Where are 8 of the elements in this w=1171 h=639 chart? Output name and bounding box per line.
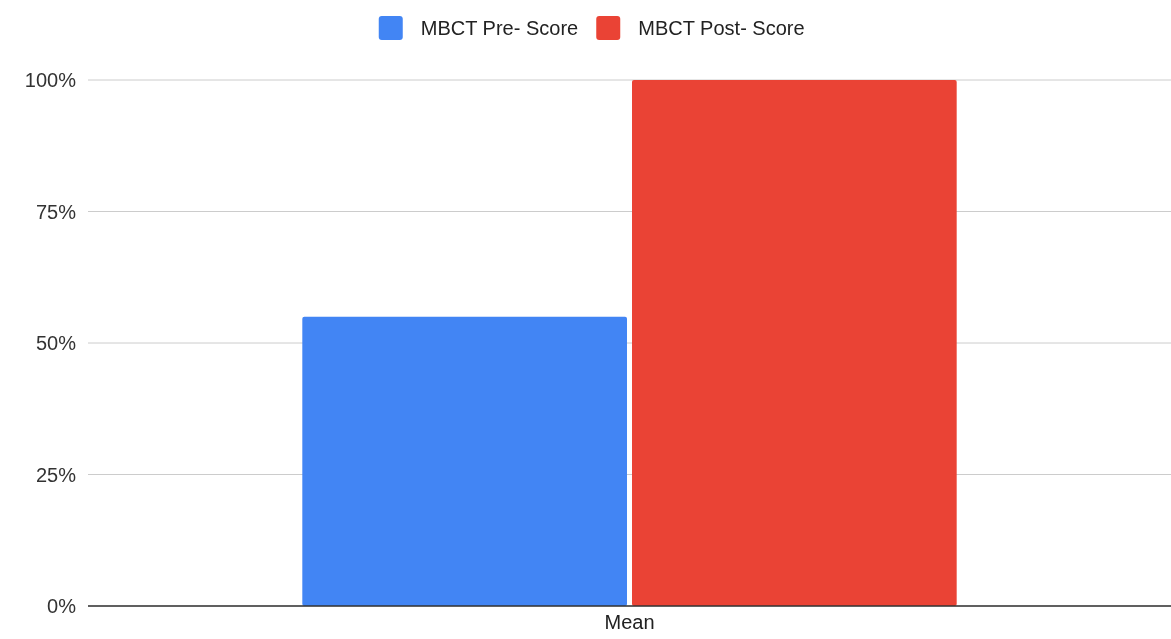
x-tick-label: Mean bbox=[604, 611, 655, 633]
legend-label: MBCT Post- Score bbox=[638, 17, 805, 39]
y-tick-label: 25% bbox=[35, 463, 77, 486]
y-tick-label: 100% bbox=[24, 69, 77, 91]
y-tick-label: 0% bbox=[47, 595, 77, 617]
y-tick-label: 50% bbox=[35, 332, 77, 354]
y-tick-label: 75% bbox=[35, 200, 77, 223]
legend-label: MBCT Pre- Score bbox=[420, 17, 579, 39]
